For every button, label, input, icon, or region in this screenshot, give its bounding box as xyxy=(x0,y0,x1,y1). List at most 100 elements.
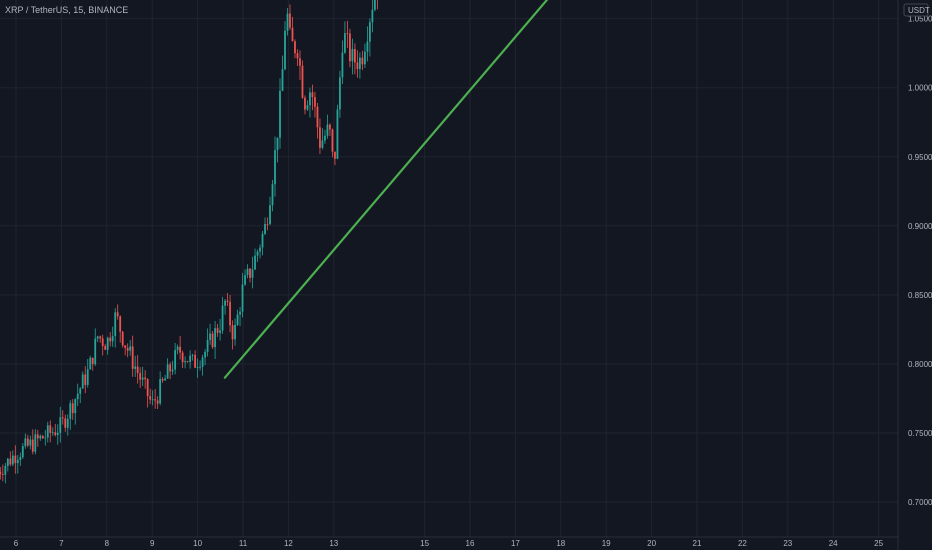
candle-body xyxy=(321,140,324,148)
candle-body xyxy=(136,366,139,374)
candle-body xyxy=(69,403,72,419)
candle-body xyxy=(299,58,301,66)
candle-body xyxy=(314,97,316,107)
candle-body xyxy=(301,65,304,98)
symbol-title: XRP / TetherUS, 15, BINANCE xyxy=(5,5,129,15)
candle-body xyxy=(309,92,311,106)
candle-body xyxy=(99,336,102,339)
candle-body xyxy=(1,474,4,475)
candle-body xyxy=(149,396,152,400)
candle-body xyxy=(51,432,54,434)
y-tick-label: 0.8500 xyxy=(908,291,932,300)
candle-body xyxy=(294,41,296,54)
candle-body xyxy=(259,247,261,252)
x-tick-label: 23 xyxy=(783,539,792,548)
candle-body xyxy=(361,57,364,65)
candle-body xyxy=(144,377,147,380)
candle-body xyxy=(289,13,291,28)
candle-body xyxy=(154,399,157,401)
y-tick-label: 0.9000 xyxy=(908,222,932,231)
candle-body xyxy=(336,109,339,159)
candle-body xyxy=(346,33,349,34)
candle-body xyxy=(209,333,211,340)
candle-body xyxy=(151,399,154,401)
candle-body xyxy=(191,354,194,356)
candle-body xyxy=(176,346,179,351)
candle-body xyxy=(306,105,309,110)
candle-body xyxy=(196,367,199,369)
candle-body xyxy=(71,403,74,414)
candle-body xyxy=(181,352,184,363)
candle-body xyxy=(184,361,187,363)
x-tick-label: 8 xyxy=(105,539,110,548)
candle-body xyxy=(279,90,281,138)
candle-body xyxy=(234,324,236,340)
y-axis-panel xyxy=(899,0,932,550)
candle-body xyxy=(79,388,82,394)
candle-body xyxy=(201,357,204,367)
candle-body xyxy=(189,355,192,362)
candle-body xyxy=(311,92,314,98)
x-tick-label: 18 xyxy=(556,539,565,548)
candle-body xyxy=(161,379,164,381)
candle-body xyxy=(41,435,44,439)
candle-body xyxy=(359,57,361,70)
candle-body xyxy=(91,357,94,365)
candle-body xyxy=(246,268,249,276)
x-tick-label: 21 xyxy=(693,539,702,548)
candle-body xyxy=(204,351,206,358)
candle-body xyxy=(114,312,117,337)
x-tick-label: 11 xyxy=(239,539,248,548)
candle-body xyxy=(261,233,264,248)
candle-body xyxy=(329,124,331,130)
candle-body xyxy=(326,124,329,136)
candle-body xyxy=(224,300,226,306)
candle-body xyxy=(31,439,34,452)
x-tick-label: 6 xyxy=(14,539,19,548)
candle-body xyxy=(59,417,62,433)
candle-body xyxy=(236,314,239,325)
candle-body xyxy=(6,458,9,466)
candle-body xyxy=(276,137,279,151)
candle-body xyxy=(169,364,172,372)
candle-body xyxy=(304,97,306,110)
x-tick-label: 19 xyxy=(602,539,611,548)
candle-body xyxy=(14,455,17,464)
candle-body xyxy=(134,366,137,369)
candle-body xyxy=(219,330,221,333)
candle-body xyxy=(194,354,197,368)
candle-body xyxy=(124,345,127,348)
candle-body xyxy=(351,49,354,62)
candle-body xyxy=(186,361,189,362)
candle-body xyxy=(104,345,107,350)
candle-body xyxy=(356,62,359,70)
candle-body xyxy=(24,438,27,447)
y-tick-label: 1.0000 xyxy=(908,84,932,93)
candle-body xyxy=(291,27,294,42)
currency-badge xyxy=(903,3,929,17)
candle-body xyxy=(64,418,67,428)
candle-body xyxy=(146,379,149,397)
candle-body xyxy=(4,465,7,475)
candle-body xyxy=(96,336,99,339)
candle-body xyxy=(244,275,246,285)
x-tick-label: 12 xyxy=(284,539,293,548)
candle-body xyxy=(86,369,89,385)
candle-body xyxy=(324,135,326,141)
candle-body xyxy=(221,305,224,331)
y-tick-label: 0.8000 xyxy=(908,360,932,369)
candle-body xyxy=(251,269,254,278)
candle-body xyxy=(249,268,251,278)
candle-body xyxy=(239,311,241,315)
candle-body xyxy=(331,129,334,152)
candle-body xyxy=(34,434,37,452)
candle-body xyxy=(81,374,84,389)
candle-body xyxy=(373,0,376,10)
candle-body xyxy=(116,312,119,317)
candle-body xyxy=(36,434,39,439)
candle-body xyxy=(171,369,174,372)
candle-body xyxy=(19,457,22,460)
